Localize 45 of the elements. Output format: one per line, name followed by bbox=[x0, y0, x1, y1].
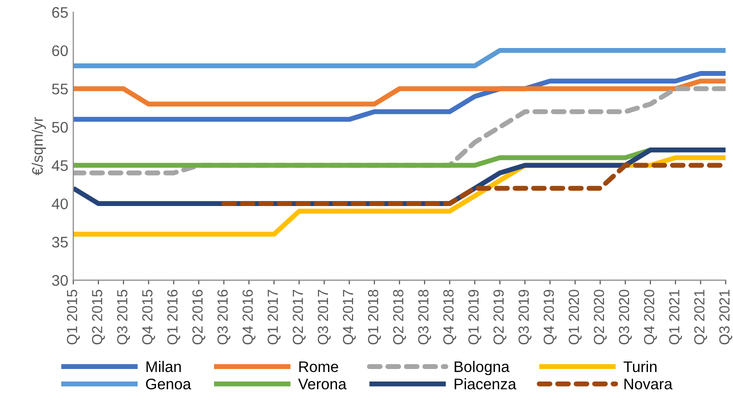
x-tick-label: Q2 2018 bbox=[393, 290, 406, 344]
x-tick-label: Q4 2017 bbox=[342, 290, 356, 344]
x-tick-label: Q3 2018 bbox=[418, 290, 432, 344]
y-axis-title: €/sqm/yr bbox=[32, 117, 46, 176]
y-tick-label: 65 bbox=[52, 7, 68, 18]
line-series bbox=[73, 71, 726, 122]
x-tick-label: Q2 2020 bbox=[594, 290, 607, 344]
x-tick-label: Q4 2016 bbox=[242, 290, 256, 344]
legend-label: Bologna bbox=[454, 360, 510, 376]
x-tick-label: Q1 2018 bbox=[368, 290, 381, 344]
legend-label: Genoa bbox=[146, 378, 192, 390]
x-tick-label: Q1 2017 bbox=[268, 290, 281, 344]
y-tick-label: 45 bbox=[52, 160, 68, 171]
y-tick-label: 50 bbox=[52, 122, 68, 133]
x-tick-label: Q3 2021 bbox=[719, 290, 732, 344]
x-tick-label: Q3 2020 bbox=[618, 290, 632, 344]
x-tick-label: Q3 2019 bbox=[518, 290, 532, 344]
x-tick-label: Q2 2019 bbox=[493, 290, 506, 344]
x-tick-label: Q1 2016 bbox=[167, 290, 180, 344]
x-tick-label: Q1 2015 bbox=[66, 290, 80, 344]
x-tick-label: Q3 2015 bbox=[117, 290, 130, 344]
x-tick-label: Q4 2018 bbox=[443, 290, 456, 344]
x-tick-label: Q2 2021 bbox=[694, 290, 708, 344]
y-tick-label: 35 bbox=[52, 236, 68, 248]
legend-label: Rome bbox=[299, 361, 338, 372]
legend-label: Piacenza bbox=[454, 378, 516, 390]
x-tick-label: Q3 2016 bbox=[217, 290, 230, 344]
x-tick-label: Q1 2019 bbox=[468, 290, 482, 344]
y-tick-label: 30 bbox=[52, 275, 68, 286]
y-tick-label: 40 bbox=[52, 198, 68, 210]
legend-label: Verona bbox=[298, 378, 347, 390]
y-tick-label: 55 bbox=[52, 84, 68, 94]
legend-label: Novara bbox=[624, 378, 672, 390]
x-tick-label: Q2 2017 bbox=[292, 290, 306, 344]
x-tick-label: Q1 2020 bbox=[568, 290, 582, 344]
x-tick-label: Q2 2015 bbox=[92, 290, 105, 344]
x-tick-label: Q4 2019 bbox=[544, 290, 557, 344]
x-tick-label: Q1 2021 bbox=[669, 290, 682, 344]
y-tick-label: 60 bbox=[52, 45, 68, 56]
x-tick-label: Q4 2015 bbox=[142, 290, 156, 344]
x-tick-label: Q2 2016 bbox=[192, 290, 206, 344]
legend-label: Turin bbox=[624, 360, 656, 372]
legend-label: Milan bbox=[146, 360, 181, 372]
x-tick-label: Q3 2017 bbox=[318, 290, 331, 344]
x-tick-label: Q4 2020 bbox=[644, 290, 657, 344]
